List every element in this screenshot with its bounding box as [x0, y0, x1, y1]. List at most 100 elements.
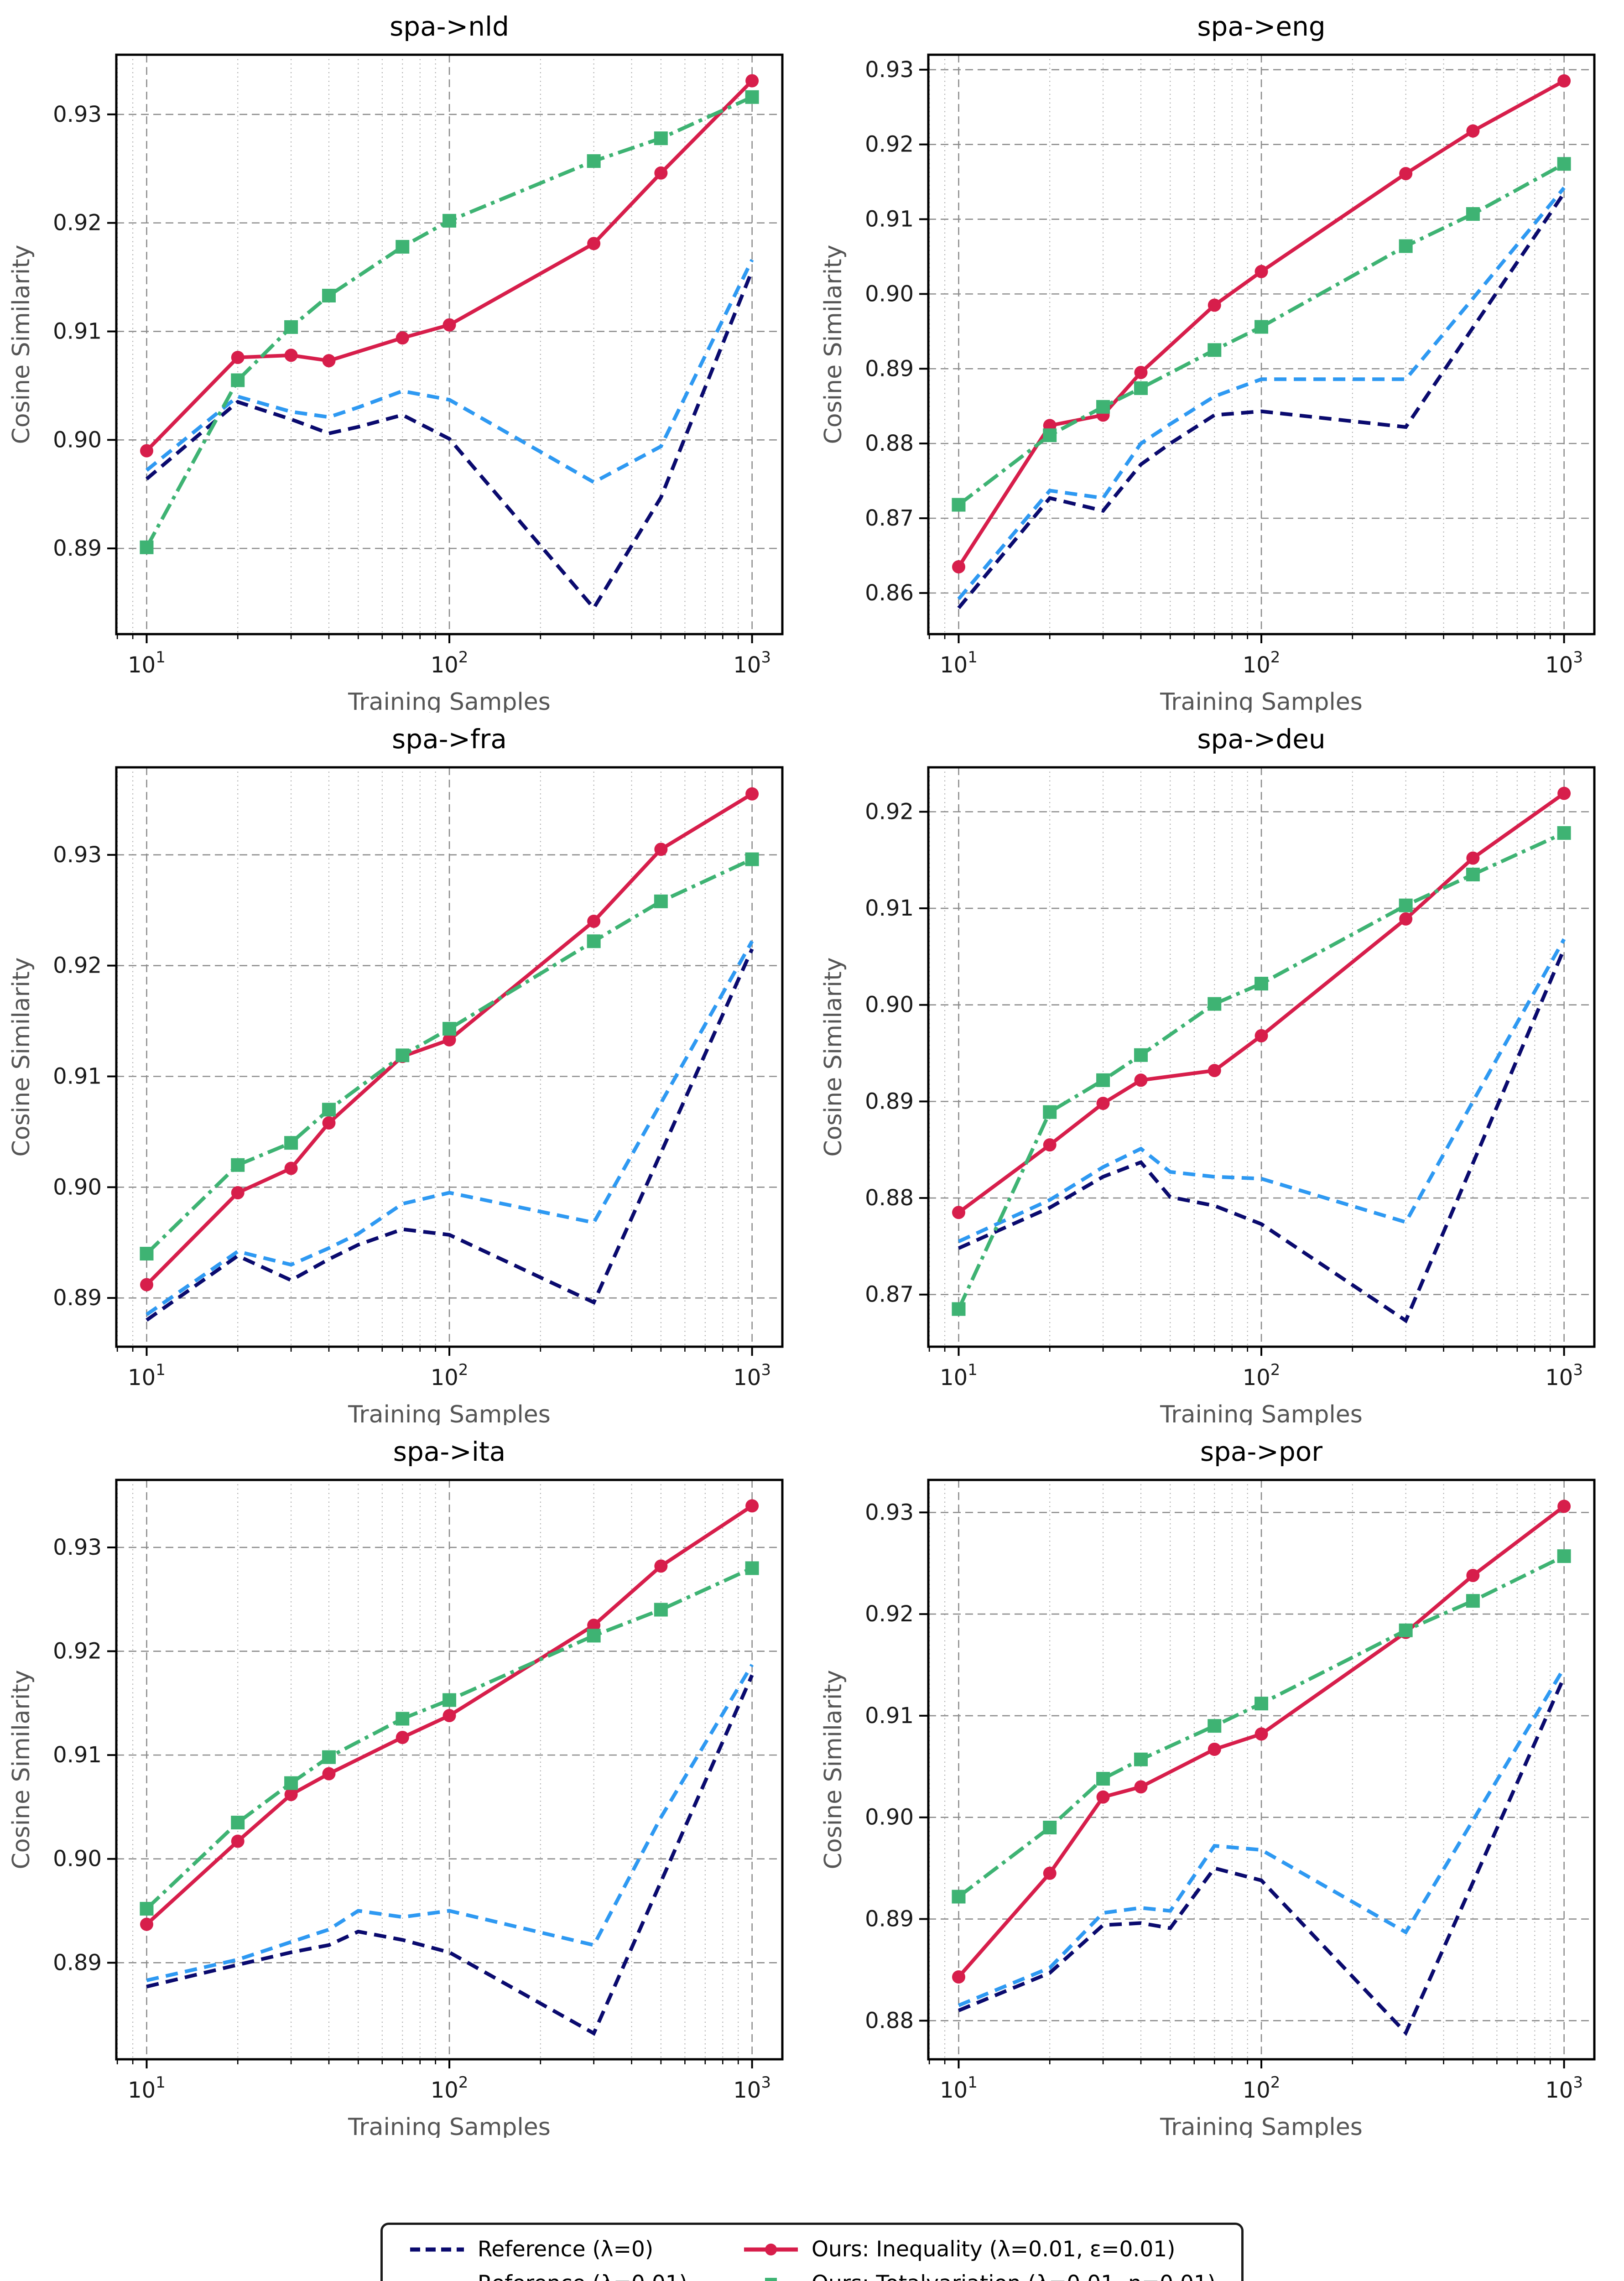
- y-tick-label: 0.90: [865, 992, 914, 1018]
- data-point-circle: [1557, 786, 1571, 800]
- data-point-circle: [654, 166, 668, 180]
- data-point-circle: [396, 1730, 409, 1744]
- chart-svg-spa-eng: 101 102 103 0.86 0.87 0.88 0.89 0.90 0.91 0.92 0.9…: [820, 11, 1596, 713]
- data-point-square: [1208, 997, 1222, 1011]
- data-point-circle: [745, 1499, 759, 1513]
- square-marker-line-icon: [765, 2277, 777, 2281]
- x-axis-label: Training Samples: [1160, 1401, 1363, 1425]
- x-tick-label: 101: [128, 1361, 166, 1390]
- x-axis-label: Training Samples: [1160, 688, 1363, 713]
- y-tick-label: 0.93: [53, 842, 102, 868]
- chart-title: spa->ita: [393, 1436, 506, 1467]
- data-point-circle: [1134, 1780, 1148, 1794]
- chart-svg-spa-fra: 101 102 103 0.89 0.90 0.91 0.92 0.93 spa->fra Tra…: [8, 724, 784, 1425]
- data-point-square: [284, 320, 298, 334]
- data-point-square: [1043, 428, 1057, 443]
- data-point-circle: [1557, 74, 1571, 88]
- data-point-square: [1208, 1719, 1222, 1733]
- data-point-square: [322, 1103, 336, 1117]
- y-tick-label: 0.91: [53, 1742, 102, 1768]
- x-axis-label: Training Samples: [348, 688, 551, 713]
- chart-title: spa->nld: [390, 11, 509, 42]
- legend-sample-marker: [765, 2277, 777, 2281]
- data-point-circle: [322, 1116, 336, 1130]
- data-point-square: [1254, 977, 1269, 991]
- data-point-square: [1466, 867, 1480, 881]
- y-tick-label: 0.88: [865, 431, 914, 456]
- x-tick-label: 103: [1545, 648, 1583, 678]
- data-point-square: [1134, 1752, 1148, 1766]
- data-point-circle: [231, 1186, 245, 1199]
- data-point-square: [140, 540, 154, 554]
- legend-item-reference-l0: Reference (λ=0): [408, 2239, 687, 2260]
- data-point-square: [1399, 239, 1413, 253]
- data-point-circle: [952, 560, 965, 574]
- data-point-square: [322, 288, 336, 302]
- data-point-square: [396, 1712, 410, 1726]
- data-point-circle: [1399, 167, 1413, 181]
- data-point-square: [1466, 207, 1480, 221]
- legend-label: Ours: Inequality (λ=0.01, ε=0.01): [812, 2237, 1176, 2262]
- series-line: [958, 1554, 1565, 1898]
- chart-spa-eng: 101 102 103 0.86 0.87 0.88 0.89 0.90 0.91 0.92 0.9…: [812, 0, 1624, 713]
- chart-title: spa->eng: [1197, 11, 1325, 42]
- data-point-circle: [1466, 851, 1480, 865]
- y-tick-label: 0.91: [865, 1703, 914, 1729]
- y-tick-label: 0.89: [865, 1088, 914, 1114]
- data-point-circle: [1466, 124, 1480, 138]
- data-point-square: [587, 154, 601, 168]
- y-tick-label: 0.88: [865, 1185, 914, 1211]
- y-tick-label: 0.87: [865, 505, 914, 531]
- y-tick-label: 0.89: [865, 356, 914, 381]
- legend-item-ours-inequality: Ours: Inequality (λ=0.01, ε=0.01): [742, 2239, 1216, 2260]
- data-point-square: [284, 1136, 298, 1150]
- data-point-square: [745, 90, 759, 104]
- data-point-square: [952, 498, 966, 512]
- y-axis-label: Cosine Similarity: [8, 1670, 35, 1870]
- data-point-square: [442, 214, 457, 228]
- data-point-square: [140, 1247, 154, 1261]
- x-tick-label: 103: [1545, 2073, 1583, 2103]
- data-point-circle: [587, 915, 601, 928]
- y-axis-label: Cosine Similarity: [820, 1670, 847, 1870]
- data-point-circle: [1134, 1073, 1148, 1087]
- series-line: [146, 1674, 754, 2036]
- data-point-square: [745, 852, 759, 866]
- data-point-circle: [1254, 1029, 1268, 1042]
- x-tick-label: 102: [1243, 2073, 1280, 2103]
- x-axis-label: Training Samples: [348, 2114, 551, 2138]
- y-tick-label: 0.92: [53, 210, 102, 236]
- data-point-circle: [442, 1033, 456, 1047]
- data-point-square: [1399, 1623, 1413, 1637]
- data-point-square: [442, 1693, 457, 1707]
- data-point-square: [587, 934, 601, 948]
- data-point-square: [1096, 1772, 1110, 1786]
- data-point-circle: [1557, 1500, 1571, 1513]
- data-point-circle: [1208, 1064, 1221, 1078]
- y-tick-label: 0.90: [865, 1805, 914, 1830]
- x-axis-label: Training Samples: [1160, 2114, 1363, 2138]
- chart-spa-nld: 101 102 103 0.89 0.90 0.91 0.92 0.93 spa->nld Tra…: [0, 0, 812, 713]
- data-point-square: [442, 1022, 457, 1036]
- data-point-square: [1466, 1594, 1480, 1608]
- series-line: [146, 1664, 754, 1982]
- y-tick-label: 0.93: [865, 1500, 914, 1525]
- circle-marker-line-icon: [744, 2243, 798, 2255]
- data-point-circle: [1254, 265, 1268, 278]
- series-line: [957, 831, 1565, 1310]
- series-line: [957, 187, 1566, 600]
- data-point-square: [1254, 1697, 1269, 1711]
- chart-svg-spa-ita: 101 102 103 0.89 0.90 0.91 0.92 0.93 spa->ita Tra…: [8, 1436, 784, 2138]
- data-point-square: [654, 894, 668, 908]
- x-tick-label: 101: [128, 648, 166, 678]
- chart-spa-ita: 101 102 103 0.89 0.90 0.91 0.92 0.93 spa->ita Tra…: [0, 1425, 812, 2138]
- y-tick-label: 0.87: [865, 1282, 914, 1307]
- y-tick-label: 0.91: [865, 207, 914, 232]
- data-point-circle: [745, 787, 759, 801]
- data-point-square: [587, 1629, 601, 1643]
- data-point-circle: [140, 444, 153, 458]
- series-line: [958, 938, 1566, 1243]
- x-tick-label: 102: [1243, 648, 1280, 678]
- y-axis-label: Cosine Similarity: [8, 245, 35, 444]
- data-point-square: [231, 373, 245, 387]
